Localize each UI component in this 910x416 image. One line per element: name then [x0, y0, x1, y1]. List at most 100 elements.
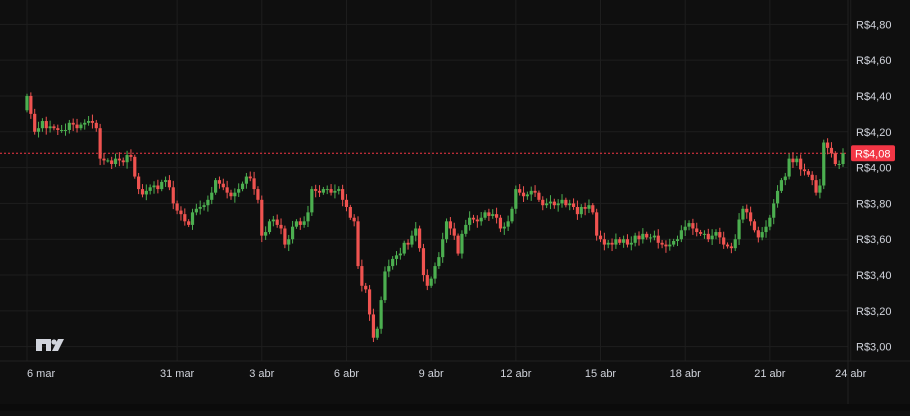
candle-body: [529, 190, 533, 195]
candle-body: [333, 190, 337, 193]
candle-body: [29, 95, 33, 114]
candle-body: [102, 158, 106, 161]
tradingview-logo-icon[interactable]: [36, 339, 64, 351]
price-tick-label: R$4,60: [856, 55, 891, 67]
candle-body: [799, 158, 803, 170]
candle-body: [791, 158, 795, 163]
candle-body: [48, 126, 52, 129]
candle-body: [190, 212, 195, 225]
candle-body: [52, 126, 56, 129]
candle-body: [79, 124, 83, 129]
candle-body: [252, 178, 256, 190]
candle-body: [802, 169, 807, 172]
candle-body: [237, 189, 241, 193]
time-tick-label: 3 abr: [249, 368, 274, 380]
candle-body: [113, 158, 118, 165]
candle-body: [710, 235, 714, 240]
candle-body: [772, 203, 776, 218]
last-price-label: R$4,08: [855, 148, 890, 160]
price-tick-label: R$3,60: [856, 234, 891, 246]
candle-body: [664, 244, 668, 247]
candle-body: [233, 192, 237, 197]
candle-body: [391, 258, 395, 267]
candle-body: [745, 208, 749, 213]
candle-body: [217, 180, 222, 184]
candle-body: [629, 242, 633, 245]
candle-body: [171, 187, 175, 204]
candle-body: [810, 174, 814, 181]
candle-body: [487, 212, 491, 216]
candle-body: [394, 255, 399, 259]
candle-body: [187, 221, 191, 225]
candle-body: [140, 189, 145, 195]
candle-body: [768, 217, 772, 227]
candle-body: [148, 187, 152, 191]
candle-body: [448, 221, 452, 229]
candle-body: [494, 214, 499, 218]
candle-body: [541, 199, 545, 206]
time-tick-label: 6 abr: [334, 368, 359, 380]
candle-body: [133, 156, 137, 177]
candle-body: [260, 199, 264, 236]
candle-body: [364, 285, 368, 290]
candle-body: [622, 239, 626, 243]
candle-body: [179, 210, 183, 215]
candle-body: [814, 180, 818, 193]
candle-body: [833, 153, 837, 165]
candle-body: [764, 226, 768, 233]
candle-body: [317, 190, 322, 193]
candle-body: [460, 233, 464, 254]
candle-body: [125, 155, 129, 163]
candle-body: [248, 176, 252, 179]
price-axis[interactable]: R$4,80 R$4,60 R$4,40 R$4,20 R$4,00 R$3,80 R$3,…: [856, 19, 891, 353]
candle-body: [33, 113, 37, 132]
bottom-strip: [0, 404, 910, 411]
candle-body: [375, 328, 379, 338]
candle-body: [40, 121, 44, 129]
candle-body: [94, 122, 98, 129]
candle-body: [210, 192, 214, 200]
candle-body: [433, 266, 437, 279]
candle-body: [441, 239, 445, 258]
candle-body: [502, 226, 506, 229]
candle-body: [702, 233, 707, 235]
candle-body: [398, 253, 402, 256]
candle-body: [341, 189, 345, 200]
candle-body: [83, 122, 87, 125]
candle-body: [406, 242, 410, 245]
candle-body: [25, 95, 29, 111]
candle-body: [214, 180, 218, 193]
candle-body: [290, 226, 295, 240]
candle-body: [352, 217, 356, 222]
candle-body: [687, 223, 691, 227]
candle-body: [698, 232, 703, 234]
candle-body: [156, 185, 160, 190]
candle-body: [110, 160, 114, 165]
candle-body: [456, 235, 460, 254]
candle-body: [518, 189, 522, 193]
candle-body: [795, 158, 799, 163]
candle-body: [67, 122, 71, 130]
candle-body: [514, 189, 518, 209]
candle-body: [267, 221, 272, 233]
candle-body: [337, 189, 341, 191]
candle-body: [298, 221, 302, 225]
candle-body: [787, 158, 791, 177]
candle-body: [679, 230, 683, 240]
candle-body: [475, 219, 479, 222]
candle-body: [606, 242, 610, 245]
last-price-badge: [851, 145, 895, 162]
time-axis[interactable]: 6 mar 31 mar 3 abr 6 abr 9 abr 12 abr 15 abr 18…: [27, 368, 867, 380]
candle-body: [648, 237, 653, 239]
candle-body: [652, 235, 656, 238]
candle-body: [283, 228, 287, 245]
candle-body: [560, 199, 564, 204]
candle-body: [729, 246, 733, 249]
candle-body: [610, 242, 614, 245]
time-tick-label: 21 abr: [754, 368, 786, 380]
candle-body: [591, 205, 595, 213]
candle-body: [756, 230, 760, 238]
candle-body: [618, 239, 622, 243]
